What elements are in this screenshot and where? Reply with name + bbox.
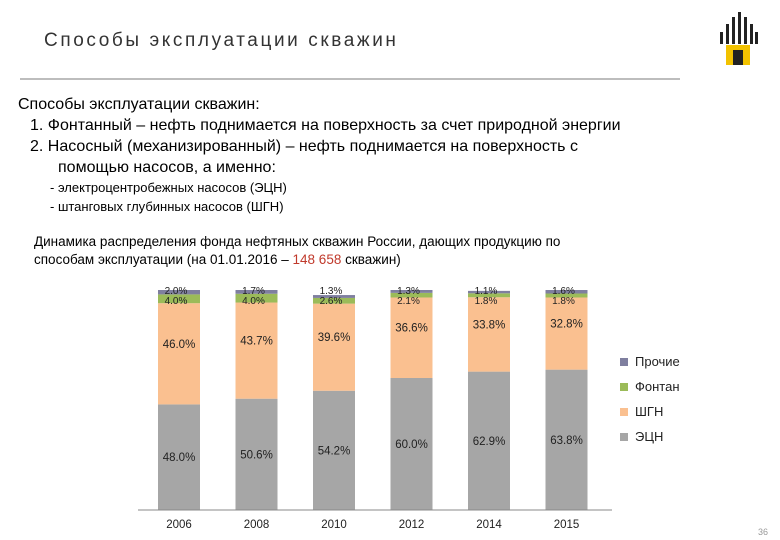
intro-line: Способы эксплуатации скважин:	[18, 96, 260, 113]
data-label-rod-pump: 39.6%	[318, 332, 351, 344]
title-rule	[20, 78, 680, 80]
legend-swatch-esp	[620, 433, 628, 441]
data-label-esp: 54.2%	[318, 445, 351, 457]
data-label-flowing: 2.1%	[397, 296, 420, 307]
x-tick-label: 2010	[321, 519, 347, 531]
bar-segment-other	[158, 290, 200, 295]
bar-segment-other	[545, 290, 588, 294]
logo-base-inner	[733, 50, 743, 65]
chart-title-prefix: способам эксплуатации (на 01.01.2016 –	[34, 252, 293, 267]
data-label-flowing: 4.0%	[242, 296, 265, 307]
logo-stripe	[750, 24, 753, 44]
bar-segment-esp	[390, 378, 433, 510]
logo-stripe	[726, 24, 729, 44]
method-pumping-continued: помощью насосов, а именно:	[58, 159, 276, 176]
bar-segment-other	[313, 295, 355, 298]
data-label-flowing: 2.6%	[320, 296, 343, 307]
page-number: 36	[758, 527, 769, 537]
logo-stripe	[744, 17, 747, 44]
x-tick-label: 2014	[476, 519, 502, 531]
company-logo	[720, 12, 758, 65]
data-label-esp: 62.9%	[473, 436, 506, 448]
bar-segment-other	[390, 290, 433, 293]
bar-segment-flowing	[235, 293, 278, 303]
chart-title-line2: способам эксплуатации (на 01.01.2016 – 1…	[34, 251, 754, 269]
data-label-other: 1.6%	[552, 286, 575, 297]
data-label-rod-pump: 36.6%	[395, 323, 428, 335]
data-label-rod-pump: 33.8%	[473, 319, 506, 331]
bar-segment-esp	[545, 369, 588, 510]
legend-swatch-other	[620, 358, 628, 366]
bar-segment-flowing	[158, 294, 200, 304]
data-label-esp: 63.8%	[550, 435, 583, 447]
bar-segment-rod-pump	[158, 303, 200, 405]
data-label-flowing: 1.8%	[552, 296, 575, 307]
bar-segment-esp	[468, 371, 510, 510]
x-tick-label: 2006	[166, 519, 192, 531]
data-label-flowing: 1.8%	[475, 296, 498, 307]
data-label-rod-pump: 46.0%	[163, 339, 196, 351]
pump-type-esp: - электроцентробежных насосов (ЭЦН)	[50, 180, 287, 195]
bar-segment-rod-pump	[313, 303, 355, 391]
bar-segment-rod-pump	[545, 297, 588, 370]
description-text: Способы эксплуатации скважин: 1. Фонтанн…	[18, 94, 768, 216]
bar-segment-rod-pump	[235, 302, 278, 399]
data-label-esp: 60.0%	[395, 439, 428, 451]
bar-segment-flowing	[545, 293, 588, 298]
bar-segment-other	[235, 290, 278, 294]
bar-segment-rod-pump	[468, 297, 510, 372]
data-label-esp: 48.0%	[163, 452, 196, 464]
legend-swatch-rod-pump	[620, 408, 628, 416]
bar-segment-rod-pump	[390, 297, 433, 378]
well-count-highlight: 148 658	[292, 252, 342, 267]
slide-title: Способы эксплуатации скважин	[44, 30, 399, 51]
bar-segment-flowing	[390, 292, 433, 298]
data-label-rod-pump: 43.7%	[240, 336, 273, 348]
logo-stripe	[732, 17, 735, 44]
pump-type-rod: - штанговых глубинных насосов (ШГН)	[50, 199, 284, 214]
logo-stripe	[738, 12, 741, 44]
legend-label-esp: ЭЦН	[635, 429, 663, 444]
data-label-rod-pump: 32.8%	[550, 319, 583, 331]
x-tick-label: 2012	[399, 519, 425, 531]
bar-segment-other	[468, 290, 510, 294]
chart-title-suffix: скважин)	[341, 252, 401, 267]
data-label-other: 1.3%	[397, 286, 420, 297]
bar-segment-flowing	[468, 293, 510, 298]
method-flowing: 1. Фонтанный – нефть поднимается на пове…	[30, 117, 621, 134]
logo-stripe	[720, 32, 723, 44]
bar-segment-esp	[235, 398, 278, 510]
legend-label-rod-pump: ШГН	[635, 404, 663, 419]
data-label-flowing: 4.0%	[165, 296, 188, 307]
data-label-other: 1.7%	[242, 286, 265, 297]
data-label-other: 2.0%	[165, 286, 188, 297]
method-pumping: 2. Насосный (механизированный) – нефть п…	[30, 138, 578, 155]
chart-title-line1: Динамика распределения фонда нефтяных ск…	[34, 234, 561, 249]
legend-label-other: Прочие	[635, 354, 680, 369]
x-tick-label: 2015	[554, 519, 580, 531]
legend-label-flowing: Фонтан	[635, 379, 680, 394]
bar-segment-esp	[313, 390, 355, 510]
logo-stripe	[755, 32, 758, 44]
x-tick-label: 2008	[244, 519, 270, 531]
data-label-other: 1.1%	[475, 286, 498, 297]
bar-segment-flowing	[313, 297, 355, 304]
legend-swatch-flowing	[620, 383, 628, 391]
data-label-other: 1.3%	[320, 286, 343, 297]
data-label-esp: 50.6%	[240, 449, 273, 461]
bar-segment-esp	[158, 404, 200, 510]
chart-title: Динамика распределения фонда нефтяных ск…	[34, 233, 754, 269]
